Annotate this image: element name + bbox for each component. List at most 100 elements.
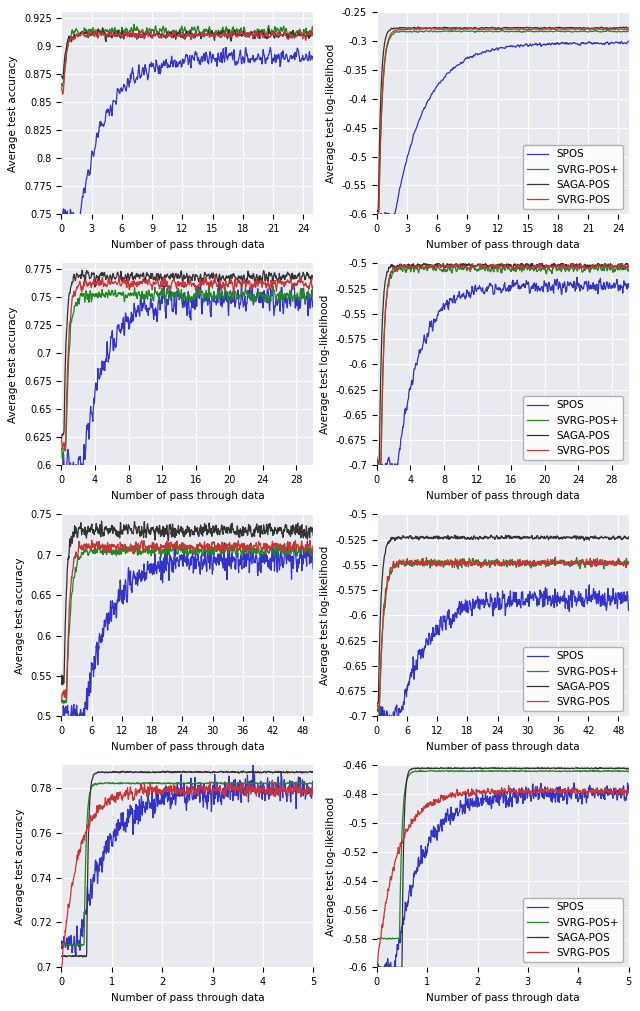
SAGA-POS (227, 32, 234, 44)
SVRG-POS+ (255, 777, 262, 790)
SPOS (259, 780, 267, 793)
SVRG-POS (570, 258, 577, 270)
Line: SPOS: SPOS (377, 584, 628, 725)
SPOS (573, 271, 581, 283)
SVRG-POS+ (570, 265, 577, 277)
SVRG-POS (570, 785, 577, 797)
SVRG-POS (59, 444, 67, 456)
Line: SVRG-POS: SVRG-POS (61, 780, 313, 970)
SAGA-POS (169, 766, 177, 778)
Line: SPOS: SPOS (61, 48, 313, 228)
SAGA-POS (445, 761, 452, 773)
SVRG-POS (58, 695, 65, 707)
SVRG-POS+ (129, 288, 136, 300)
SPOS (373, 457, 381, 469)
SPOS (309, 563, 317, 575)
SVRG-POS+ (169, 777, 177, 790)
SVRG-POS+ (573, 552, 580, 564)
SVRG-POS (399, 836, 406, 848)
SAGA-POS (395, 961, 403, 974)
SAGA-POS (399, 888, 406, 900)
Line: SVRG-POS: SVRG-POS (61, 29, 313, 94)
SVRG-POS (123, 25, 131, 37)
SAGA-POS (435, 257, 443, 269)
SPOS (58, 725, 65, 737)
SPOS (373, 960, 381, 973)
SAGA-POS (58, 70, 65, 82)
SAGA-POS (259, 528, 267, 540)
SVRG-POS+ (475, 556, 483, 568)
SVRG-POS+ (546, 557, 554, 569)
Line: SAGA-POS: SAGA-POS (377, 535, 628, 705)
SVRG-POS+ (131, 18, 138, 30)
SVRG-POS+ (373, 703, 381, 715)
SVRG-POS (160, 539, 168, 551)
SVRG-POS (83, 819, 91, 831)
SPOS (418, 108, 426, 120)
Line: SPOS: SPOS (377, 783, 628, 981)
SVRG-POS (546, 558, 554, 570)
SAGA-POS (99, 22, 106, 34)
SVRG-POS+ (498, 24, 506, 36)
SVRG-POS+ (625, 556, 632, 568)
Line: SAGA-POS: SAGA-POS (61, 771, 313, 957)
SPOS (160, 552, 168, 564)
Line: SAGA-POS: SAGA-POS (61, 521, 313, 684)
SPOS (541, 38, 549, 51)
SVRG-POS (484, 558, 492, 570)
Y-axis label: Average test accuracy: Average test accuracy (8, 55, 19, 172)
Line: SAGA-POS: SAGA-POS (377, 262, 628, 462)
SVRG-POS (438, 23, 446, 35)
SAGA-POS (484, 533, 492, 545)
SVRG-POS+ (373, 208, 381, 220)
SAGA-POS (231, 766, 239, 778)
SAGA-POS (570, 762, 577, 774)
SVRG-POS+ (209, 776, 216, 789)
SVRG-POS (475, 556, 483, 568)
Line: SAGA-POS: SAGA-POS (61, 270, 313, 439)
SVRG-POS (58, 81, 65, 93)
SAGA-POS (373, 960, 381, 973)
SVRG-POS+ (309, 281, 317, 293)
SAGA-POS (538, 256, 545, 268)
SVRG-POS+ (373, 933, 381, 945)
SAGA-POS (453, 260, 461, 272)
SAGA-POS (231, 527, 239, 539)
SVRG-POS+ (309, 776, 317, 789)
SAGA-POS (169, 524, 177, 536)
SVRG-POS+ (475, 765, 483, 777)
SVRG-POS+ (84, 546, 92, 558)
SAGA-POS (254, 274, 262, 286)
SAGA-POS (374, 456, 381, 468)
SPOS (123, 82, 131, 94)
SPOS (172, 61, 180, 73)
SAGA-POS (541, 22, 549, 34)
SVRG-POS (418, 22, 426, 34)
SPOS (254, 563, 262, 575)
SAGA-POS (124, 27, 131, 39)
Legend: SPOS, SVRG-POS+, SAGA-POS, SVRG-POS: SPOS, SVRG-POS+, SAGA-POS, SVRG-POS (524, 396, 623, 460)
SVRG-POS+ (259, 777, 267, 790)
SAGA-POS (547, 532, 554, 544)
SVRG-POS+ (77, 940, 85, 952)
SVRG-POS (522, 23, 530, 35)
SPOS (58, 469, 65, 481)
SVRG-POS (374, 207, 381, 219)
SPOS (625, 785, 632, 797)
SVRG-POS (254, 543, 262, 555)
SAGA-POS (248, 26, 256, 38)
SVRG-POS (138, 277, 145, 289)
SVRG-POS (570, 555, 577, 567)
SVRG-POS+ (625, 24, 632, 36)
SAGA-POS (625, 22, 632, 34)
X-axis label: Number of pass through data: Number of pass through data (426, 993, 579, 1003)
SVRG-POS+ (102, 25, 110, 37)
SPOS (438, 74, 446, 86)
Line: SVRG-POS: SVRG-POS (61, 276, 313, 450)
SAGA-POS (438, 22, 446, 34)
SPOS (625, 35, 632, 48)
SPOS (223, 286, 231, 298)
SPOS (72, 950, 80, 962)
SPOS (266, 41, 274, 54)
SAGA-POS (570, 531, 577, 543)
